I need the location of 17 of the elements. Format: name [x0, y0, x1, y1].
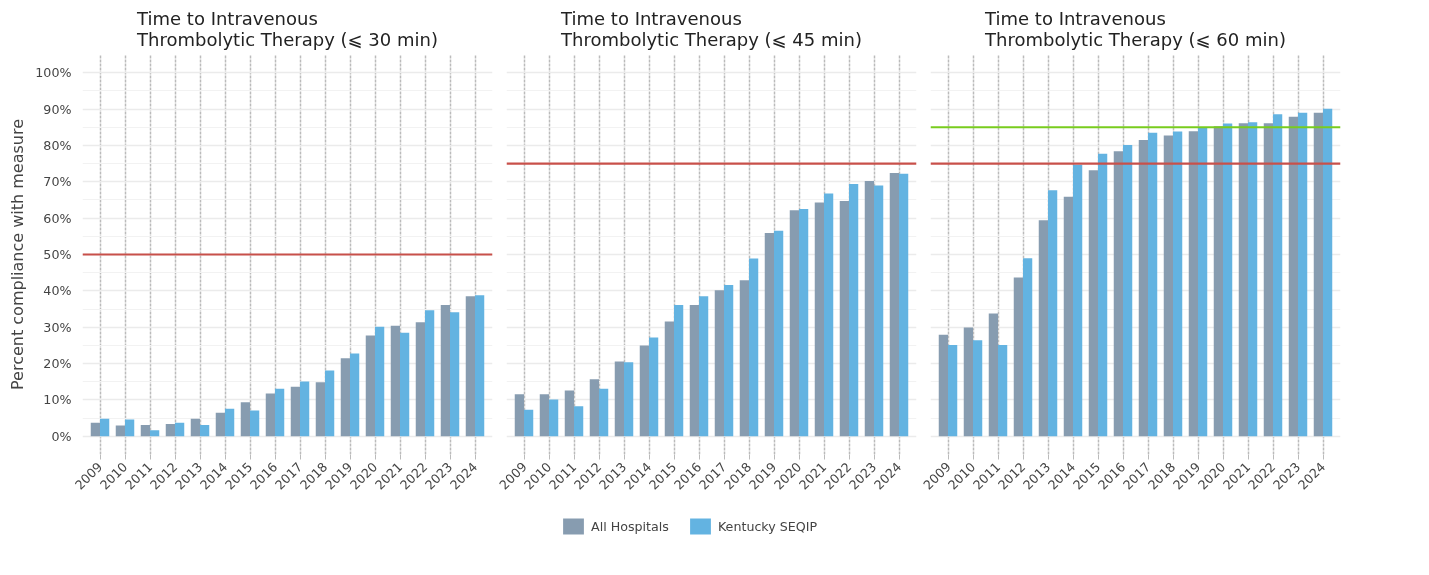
y-tick-label: 10%: [43, 392, 72, 408]
chart-title: Time to Intravenous Thrombolytic Therapy (⩽ 45 min): [560, 7, 862, 50]
y-tick-label: 100%: [35, 65, 72, 81]
y-tick-label: 70%: [43, 174, 72, 190]
y-tick-label: 40%: [43, 283, 72, 299]
y-tick-label: 30%: [43, 319, 72, 335]
legend-label: Kentucky SEQIP: [717, 518, 818, 534]
y-tick-label: 0%: [51, 428, 72, 444]
chart-title: Time to Intravenous Thrombolytic Therapy (⩽ 30 min): [136, 7, 438, 50]
y-tick-label: 60%: [43, 210, 72, 226]
y-tick-label: 20%: [43, 356, 72, 372]
chart-title: Time to Intravenous Thrombolytic Therapy (⩽ 60 min): [984, 7, 1286, 50]
y-tick-label: 80%: [43, 137, 72, 153]
y-tick-label: 90%: [43, 101, 72, 117]
legend-label: All Hospitals: [591, 518, 669, 534]
y-axis-title: Percent compliance with measure: [8, 119, 28, 390]
y-tick-label: 50%: [43, 247, 72, 262]
